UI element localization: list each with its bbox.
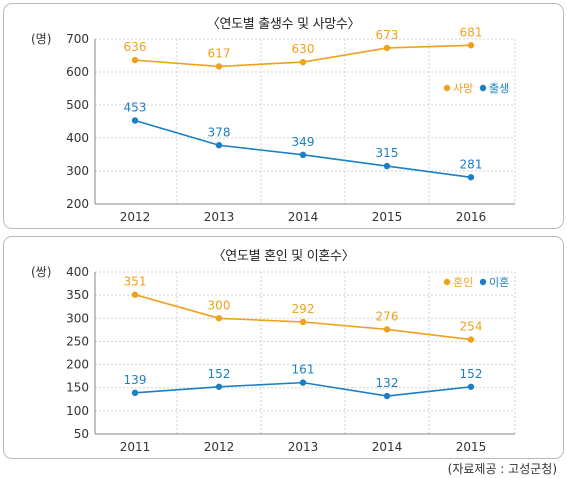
legend-label: 출생 (489, 82, 509, 95)
marriage-divorce-line-chart: 50 100 150 200 250 300 350 400 (쌍) 2011 2012 2013 20… (31, 265, 516, 454)
data-point (467, 174, 475, 181)
data-point (131, 117, 139, 124)
data-label: 673 (376, 28, 399, 42)
chart-title: 〈연도별 출생수 및 사망수〉 (206, 17, 361, 32)
data-point (131, 56, 139, 64)
legend-marker (479, 84, 487, 92)
data-label: 161 (292, 363, 315, 377)
data-label: 276 (376, 309, 399, 323)
data-point (215, 142, 223, 149)
data-point (131, 291, 139, 298)
data-label: 636 (124, 40, 147, 54)
data-label: 453 (124, 101, 147, 115)
data-point (467, 336, 475, 343)
data-point (383, 326, 391, 333)
data-label: 351 (124, 275, 147, 289)
x-tick-label: 2015 (456, 440, 487, 454)
y-tick-label: 350 (66, 288, 89, 302)
data-label: 139 (124, 373, 147, 387)
y-tick-label: 300 (66, 311, 89, 325)
legend-label: 이혼 (489, 276, 509, 289)
x-tick-label: 2012 (204, 440, 235, 454)
marriage-divorce-chart-panel: 〈연도별 혼인 및 이혼수〉 50 100 150 200 250 300 350 400 (쌍… (3, 236, 564, 459)
y-tick-label: 150 (66, 381, 89, 395)
data-point (215, 383, 223, 390)
legend-label: 사망 (453, 82, 473, 95)
data-label: 378 (208, 125, 231, 139)
birth-death-line-chart: 200 300 400 500 600 700 (명) 2012 2013 2014 2015 201… (31, 25, 516, 224)
data-point (299, 318, 307, 326)
y-axis-unit-label: (명) (31, 32, 51, 46)
y-tick-label: 100 (66, 404, 89, 418)
y-axis-unit-label: (쌍) (31, 265, 51, 279)
x-tick-label: 2011 (120, 440, 151, 454)
x-tick-label: 2013 (288, 440, 319, 454)
data-label: 292 (292, 302, 315, 316)
y-tick-label: 400 (66, 265, 89, 279)
data-label: 132 (376, 376, 399, 390)
data-point (215, 63, 223, 70)
data-point (299, 151, 307, 159)
y-tick-label: 50 (74, 427, 89, 441)
birth-death-chart-panel: 〈연도별 출생수 및 사망수〉 200 300 400 500 600 700 (명) 201… (3, 3, 564, 229)
legend-marker (479, 278, 487, 286)
chart-title: 〈연도별 혼인 및 이혼수〉 (212, 249, 355, 264)
legend-marker (443, 84, 451, 92)
data-point (467, 42, 475, 49)
y-tick-label: 200 (66, 197, 89, 211)
x-tick-label: 2015 (372, 210, 403, 224)
legend-marker (443, 278, 451, 286)
data-point (299, 379, 307, 386)
data-point (299, 58, 307, 66)
data-label: 254 (460, 320, 483, 334)
data-label: 300 (208, 298, 231, 312)
y-tick-label: 300 (66, 164, 89, 178)
y-tick-label: 400 (66, 131, 89, 145)
data-label: 152 (460, 367, 483, 381)
y-tick-label: 200 (66, 358, 89, 372)
y-tick-label: 500 (66, 98, 89, 112)
data-point (383, 392, 391, 400)
data-label: 617 (208, 46, 231, 60)
data-label: 315 (376, 146, 399, 160)
data-label: 630 (292, 42, 315, 56)
data-point (467, 383, 475, 390)
y-tick-label: 700 (66, 32, 89, 46)
x-tick-label: 2016 (456, 210, 487, 224)
data-point (131, 389, 139, 397)
data-point (383, 162, 391, 170)
data-point (383, 44, 391, 52)
data-point (215, 315, 223, 322)
y-tick-label: 600 (66, 65, 89, 79)
x-tick-label: 2013 (204, 210, 235, 224)
data-label: 152 (208, 367, 231, 381)
x-tick-label: 2012 (120, 210, 151, 224)
y-tick-label: 250 (66, 334, 89, 348)
data-label: 681 (460, 25, 483, 39)
x-tick-label: 2014 (288, 210, 319, 224)
series-line-2 (134, 119, 472, 179)
x-tick-label: 2014 (372, 440, 403, 454)
data-label: 281 (460, 157, 483, 171)
data-label: 349 (292, 135, 315, 149)
source-note: (자료제공 : 고성군청) (447, 462, 557, 476)
legend-label: 혼인 (453, 276, 473, 289)
